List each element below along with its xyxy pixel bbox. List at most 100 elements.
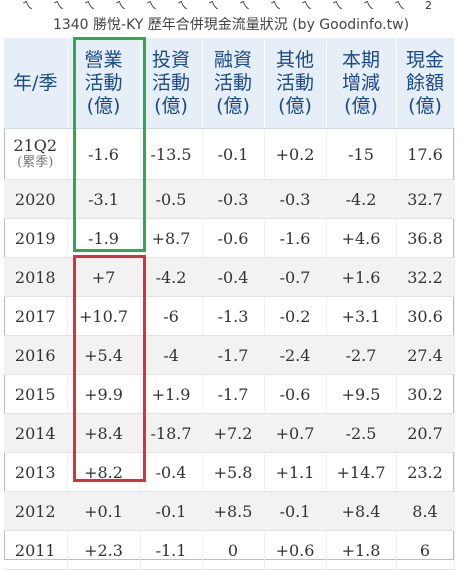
value-cell: +8.2 bbox=[67, 452, 141, 492]
table-row: 2013 +8.2 -0.4 +5.8 +1.1 +14.7 23.2 bbox=[4, 452, 455, 492]
value-cell: +8.4 bbox=[326, 491, 397, 531]
table-body: 21Q2 (累季) -1.6 -13.5 -0.1 +0.2 -15 17.6 2020 -3.1… bbox=[4, 128, 455, 570]
header-line: 活動 bbox=[84, 71, 123, 94]
value-cell: 27.4 bbox=[396, 335, 455, 375]
value-cell: +3.1 bbox=[326, 296, 397, 336]
period-label: 2015 bbox=[14, 384, 56, 404]
value-cell: -0.7 bbox=[264, 257, 327, 297]
value-cell: +9.9 bbox=[67, 374, 141, 414]
value-cell: -0.5 bbox=[140, 179, 203, 219]
header-line: 增減 bbox=[341, 71, 380, 94]
table-row: 2018 +7 -4.2 -0.4 -0.7 +1.6 32.2 bbox=[4, 257, 455, 297]
value-cell: 36.8 bbox=[396, 218, 455, 258]
value-cell: -1.6 bbox=[67, 128, 141, 180]
period-label: 2013 bbox=[14, 462, 56, 482]
header-line: 現金 bbox=[405, 48, 444, 71]
table-row: 2020 -3.1 -0.5 -0.3 -0.3 -4.2 32.7 bbox=[4, 179, 455, 219]
period-cell: 2015 bbox=[4, 374, 68, 414]
value-cell: 32.7 bbox=[396, 179, 455, 219]
value-cell: -13.5 bbox=[140, 128, 203, 180]
value-cell: +7 bbox=[67, 257, 141, 297]
header-line: (億) bbox=[278, 94, 312, 117]
value-cell: -1.7 bbox=[202, 335, 265, 375]
header-line: (億) bbox=[344, 94, 378, 117]
value-cell: -0.6 bbox=[202, 218, 265, 258]
value-cell: +1.9 bbox=[140, 374, 203, 414]
header-line: 其他 bbox=[275, 48, 314, 71]
top-strip-mark: 2 bbox=[425, 0, 432, 12]
table-row: 2019 -1.9 +8.7 -0.6 -1.6 +4.6 36.8 bbox=[4, 218, 455, 258]
period-label: 2016 bbox=[14, 345, 56, 365]
period-label: 2017 bbox=[14, 306, 56, 326]
value-cell: 30.6 bbox=[396, 296, 455, 336]
header-line: 活動 bbox=[275, 71, 314, 94]
top-strip: ㄟ ㄟ ㄟ ㄟ ㄟ ㄟ ㄟ ㄟ ㄟ ㄟ ㄟ ㄟ ㄟ 2 bbox=[0, 0, 462, 12]
header-line: (億) bbox=[154, 94, 188, 117]
value-cell: -1.3 bbox=[202, 296, 265, 336]
top-strip-mark: ㄟ bbox=[115, 0, 126, 12]
value-cell: +2.3 bbox=[67, 530, 141, 570]
value-cell: -0.4 bbox=[202, 257, 265, 297]
value-cell: 8.4 bbox=[396, 491, 455, 531]
value-cell: -2.5 bbox=[326, 413, 397, 453]
value-cell: -3.1 bbox=[67, 179, 141, 219]
investing-header: 投資 活動 (億) bbox=[140, 38, 203, 129]
header-line: 投資 bbox=[151, 48, 190, 71]
top-strip-mark: ㄟ bbox=[208, 0, 219, 12]
value-cell: +7.2 bbox=[202, 413, 265, 453]
header-line: 活動 bbox=[151, 71, 190, 94]
value-cell: +5.8 bbox=[202, 452, 265, 492]
value-cell: -6 bbox=[140, 296, 203, 336]
value-cell: +8.5 bbox=[202, 491, 265, 531]
top-strip-mark: ㄟ bbox=[270, 0, 281, 12]
header-line: 本期 bbox=[341, 48, 380, 71]
period-cell: 2011 bbox=[4, 530, 68, 570]
operating-header: 營業 活動 (億) bbox=[67, 38, 141, 129]
top-strip-mark: ㄟ bbox=[53, 0, 64, 12]
value-cell: -1.7 bbox=[202, 374, 265, 414]
value-cell: 17.6 bbox=[396, 128, 455, 180]
value-cell: +8.4 bbox=[67, 413, 141, 453]
header-line: 融資 bbox=[213, 48, 252, 71]
value-cell: -15 bbox=[326, 128, 397, 180]
period-label: 2014 bbox=[14, 423, 56, 443]
value-cell: +10.7 bbox=[67, 296, 141, 336]
value-cell: 32.2 bbox=[396, 257, 455, 297]
cash-flow-table: 年/季 營業 活動 (億) 投資 活動 (億) 融資 活動 (億) 其他 活動 (億) 本期 增減 (億) 現金… bbox=[4, 38, 455, 570]
period-cell: 2013 bbox=[4, 452, 68, 492]
table-row: 2012 +0.1 -0.1 +8.5 -0.1 +8.4 8.4 bbox=[4, 491, 455, 531]
header-line: 年/季 bbox=[13, 71, 58, 94]
period-label: 2012 bbox=[14, 501, 56, 521]
header-line: (億) bbox=[86, 94, 121, 117]
other-header: 其他 活動 (億) bbox=[264, 38, 327, 129]
value-cell: 20.7 bbox=[396, 413, 455, 453]
value-cell: 30.2 bbox=[396, 374, 455, 414]
period-cell: 2014 bbox=[4, 413, 68, 453]
value-cell: +0.7 bbox=[264, 413, 327, 453]
header-line: 營業 bbox=[84, 48, 123, 71]
value-cell: -0.2 bbox=[264, 296, 327, 336]
top-strip-mark: ㄟ bbox=[301, 0, 312, 12]
value-cell: +0.2 bbox=[264, 128, 327, 180]
table-row: 21Q2 (累季) -1.6 -13.5 -0.1 +0.2 -15 17.6 bbox=[4, 128, 455, 180]
period-cell: 2019 bbox=[4, 218, 68, 258]
header-line: (億) bbox=[216, 94, 250, 117]
table-row: 2017 +10.7 -6 -1.3 -0.2 +3.1 30.6 bbox=[4, 296, 455, 336]
top-strip-mark: ㄟ bbox=[363, 0, 374, 12]
top-strip-mark: ㄟ bbox=[394, 0, 405, 12]
value-cell: -2.7 bbox=[326, 335, 397, 375]
value-cell: 0 bbox=[202, 530, 265, 570]
value-cell: -0.4 bbox=[140, 452, 203, 492]
top-strip-mark: ㄟ bbox=[146, 0, 157, 12]
value-cell: +8.7 bbox=[140, 218, 203, 258]
period-cell: 2012 bbox=[4, 491, 68, 531]
value-cell: +1.8 bbox=[326, 530, 397, 570]
period-sublabel: (累季) bbox=[17, 155, 54, 170]
value-cell: 23.2 bbox=[396, 452, 455, 492]
value-cell: +0.1 bbox=[67, 491, 141, 531]
value-cell: +14.7 bbox=[326, 452, 397, 492]
financing-header: 融資 活動 (億) bbox=[202, 38, 265, 129]
value-cell: +9.5 bbox=[326, 374, 397, 414]
header-line: 活動 bbox=[213, 71, 252, 94]
value-cell: +1.6 bbox=[326, 257, 397, 297]
